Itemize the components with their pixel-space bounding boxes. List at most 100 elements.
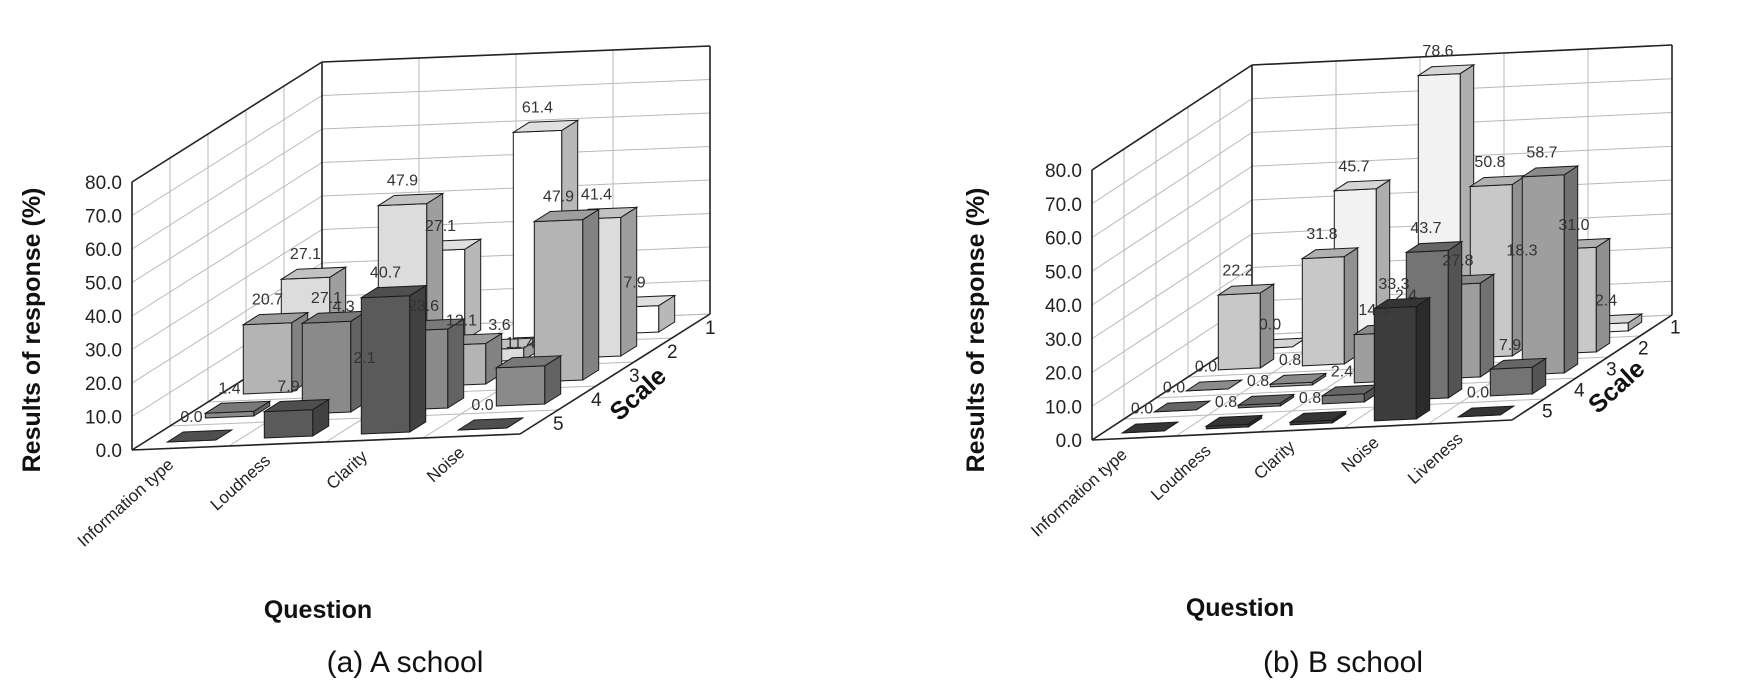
bar-top (262, 398, 331, 413)
bar-front (263, 409, 314, 439)
bar-top (494, 355, 563, 369)
gridline (131, 128, 323, 250)
data-label: 0.0 (471, 397, 493, 414)
bar (359, 284, 428, 435)
bar (1456, 405, 1516, 418)
y-tick-label: 0.0 (96, 441, 122, 462)
scale-tick-label: 3 (629, 366, 640, 387)
data-label: 0.0 (1259, 317, 1281, 334)
data-label: 27.1 (311, 290, 342, 307)
axis-line (321, 45, 711, 63)
z-axis-title: Scale (1583, 354, 1650, 419)
chart-caption: (a) A school (327, 646, 484, 679)
bar-top (376, 192, 445, 207)
data-label: 47.9 (387, 173, 418, 190)
y-tick-label: 70.0 (85, 207, 122, 228)
bar (1152, 400, 1212, 413)
x-category-label: Clarity (1250, 437, 1299, 484)
data-label: 4.3 (332, 299, 354, 316)
bars (165, 119, 677, 443)
bar-top (1404, 241, 1464, 253)
y-tick-label: 40.0 (85, 307, 122, 328)
data-label: 0.0 (180, 409, 202, 426)
x-category-label: Noise (423, 443, 468, 486)
bar (165, 429, 234, 443)
data-label: 33.3 (1378, 276, 1409, 293)
x-category-label: Noise (1338, 433, 1383, 476)
scale-tick-label: 1 (705, 318, 716, 339)
bar (1120, 421, 1180, 434)
y-tick-label: 20.0 (1045, 364, 1082, 385)
x-axis-title: Question (264, 596, 372, 624)
bar (1320, 384, 1380, 405)
bar (241, 311, 310, 395)
data-label: 0.0 (1195, 359, 1217, 376)
bar-top (1416, 64, 1476, 77)
x-category-label: Information type (74, 455, 177, 551)
bar-top (165, 429, 234, 443)
bar (494, 354, 563, 407)
data-label: 7.9 (623, 275, 645, 292)
data-label: 22.2 (1222, 263, 1253, 280)
bar-top (241, 312, 310, 326)
data-label: 0.8 (1215, 394, 1237, 411)
gridline (1123, 398, 1545, 420)
bar-top (456, 417, 525, 431)
bar-top (532, 208, 601, 223)
y-tick-label: 60.0 (1045, 229, 1082, 250)
data-label: 27.1 (290, 246, 321, 263)
bar-top (1152, 400, 1212, 413)
bar (1288, 410, 1348, 426)
scale-tick-label: 4 (1574, 381, 1585, 402)
bar-top (1372, 297, 1432, 310)
gridline (131, 95, 323, 216)
chart-caption: (b) B school (1263, 646, 1423, 679)
bar (1520, 165, 1580, 376)
bar-top (1332, 179, 1392, 192)
data-label: 0.0 (1131, 401, 1153, 418)
y-tick-label: 30.0 (1045, 330, 1082, 351)
data-label: 50.8 (1474, 154, 1505, 171)
bar-side (1479, 273, 1495, 378)
axes-frame (131, 45, 711, 451)
scale-tick-label: 2 (1638, 339, 1649, 360)
chart-b-school: 0.010.020.030.040.050.060.070.080.00.045… (962, 43, 1681, 679)
data-label: 20.7 (252, 292, 283, 309)
data-label: 1.4 (218, 380, 240, 397)
gridline (1091, 199, 1253, 306)
data-label: 7.9 (277, 379, 299, 396)
data-label: 2.4 (1595, 292, 1617, 309)
gridline (131, 195, 323, 317)
data-label: 23.6 (408, 298, 439, 315)
data-label: 27.1 (425, 218, 456, 235)
bar-top (511, 119, 580, 133)
bar-front (1521, 174, 1565, 376)
bar (1488, 357, 1548, 397)
bar (1268, 372, 1328, 388)
bar (203, 400, 272, 419)
gridline (1091, 132, 1253, 238)
data-label: 2.1 (353, 350, 375, 367)
x-category-label: Liveness (1404, 429, 1467, 488)
y-tick-label: 30.0 (85, 341, 122, 362)
data-label: 12.1 (446, 312, 477, 329)
data-label: 58.7 (1526, 144, 1557, 161)
y-tick-label: 70.0 (1045, 195, 1082, 216)
bar-front (495, 365, 546, 407)
bar-top (1288, 410, 1348, 423)
bar-top (1456, 405, 1516, 418)
y-tick-label: 50.0 (85, 274, 122, 295)
axis-line (131, 61, 323, 183)
bar (1236, 393, 1296, 409)
data-label: 47.9 (543, 189, 574, 206)
axis-line (1511, 314, 1673, 421)
bar-side (447, 317, 465, 409)
y-tick-label: 0.0 (1056, 431, 1082, 452)
data-label: 27.8 (1442, 253, 1473, 270)
y-tick-label: 60.0 (85, 240, 122, 261)
scale-tick-label: 4 (591, 390, 602, 411)
bar (1184, 379, 1244, 392)
axis-line (1251, 44, 1673, 66)
data-label: 40.7 (370, 265, 401, 282)
